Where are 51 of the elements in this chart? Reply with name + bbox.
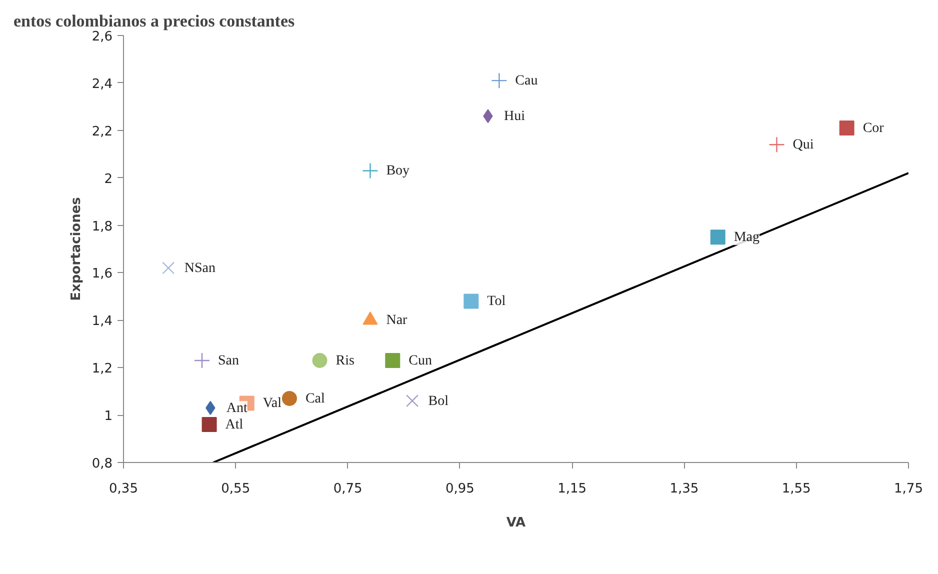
y-tick-label: 2,6: [92, 30, 113, 44]
y-axis-title: Exportaciones: [68, 196, 84, 301]
series-label: Cau: [515, 74, 538, 89]
x-tick-label: 1,75: [894, 482, 923, 496]
series-label: Ris: [336, 353, 354, 368]
point: [162, 262, 175, 274]
series-label: Nar: [386, 313, 408, 328]
point: [491, 72, 508, 89]
series-label: NSan: [184, 260, 216, 276]
series-label: Bol: [428, 394, 449, 409]
y-tick-label: 0,8: [92, 456, 113, 472]
x-tick-label: 0,95: [445, 482, 474, 496]
series-label: San: [218, 353, 239, 368]
x-tick-label: 1,55: [782, 482, 811, 496]
y-tick-label: 2,4: [92, 76, 113, 92]
series-label: Cal: [305, 391, 326, 406]
y-tick-label: 1,6: [92, 266, 113, 282]
series-label: Ant: [226, 400, 248, 416]
y-tick-label: 1,8: [92, 219, 113, 234]
y-tick-label: 1,4: [92, 314, 113, 330]
point: [839, 120, 854, 136]
series-label: Cor: [862, 121, 884, 136]
series-label: Boy: [386, 164, 410, 179]
y-tick-label: 2: [104, 172, 113, 187]
y-tick-label: 1,2: [92, 362, 113, 377]
point: [710, 230, 726, 245]
y-tick-label: 1: [104, 409, 113, 424]
point: [768, 136, 785, 153]
series-label: Hui: [504, 109, 526, 124]
x-tick-label: 1,15: [558, 482, 587, 496]
x-tick-label: 0,35: [109, 482, 138, 496]
point: [464, 294, 479, 309]
point: [385, 352, 400, 368]
point: [202, 417, 217, 432]
x-tick-label: 0,75: [333, 482, 362, 496]
point: [406, 394, 419, 408]
series-label: Qui: [792, 138, 814, 153]
chart-title: entos colombianos a precios constantes: [14, 12, 296, 30]
point: [282, 390, 297, 406]
x-tick-label: 0,55: [221, 482, 250, 496]
point: [194, 352, 210, 369]
y-tick-label: 2,2: [92, 124, 113, 140]
series-label: Cun: [408, 353, 432, 368]
series-label: Mag: [734, 230, 760, 246]
series-label: Atl: [225, 418, 244, 433]
x-axis-title: VA: [506, 516, 526, 530]
series-label: Tol: [487, 294, 506, 310]
x-tick-label: 1,35: [670, 482, 699, 496]
point: [362, 162, 378, 179]
point: [312, 353, 328, 368]
series-label: Val: [262, 396, 282, 412]
